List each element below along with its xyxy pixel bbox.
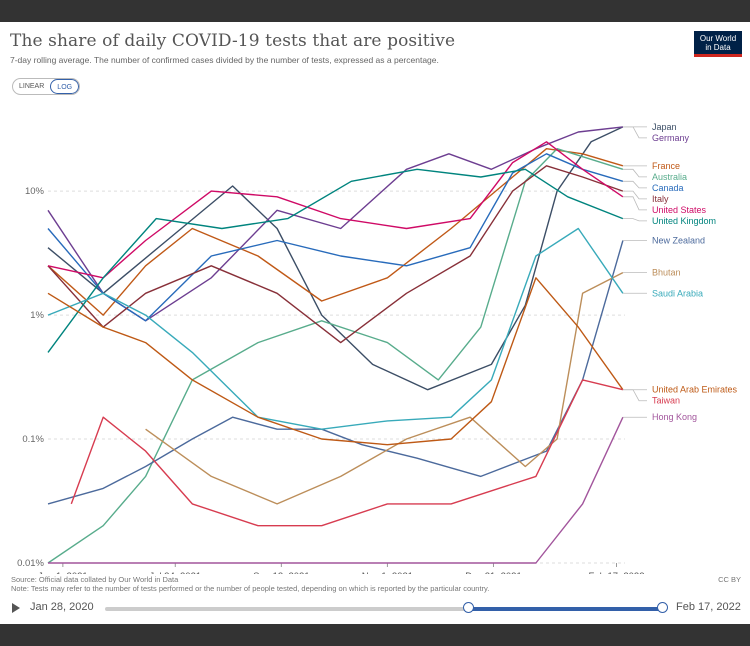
- source-note: Source: Official data collated by Our Wo…: [11, 575, 489, 593]
- timeline-start-handle[interactable]: [463, 602, 474, 613]
- chart-subtitle: 7-day rolling average. The number of con…: [10, 55, 439, 65]
- logo-line-2: in Data: [705, 43, 731, 52]
- legend-label-france[interactable]: France: [652, 161, 680, 171]
- y-tick-label: 10%: [25, 186, 45, 197]
- legend-label-australia[interactable]: Australia: [652, 172, 687, 182]
- legend-label-taiwan[interactable]: Taiwan: [652, 396, 680, 406]
- timeline-start-label: Jan 28, 2020: [30, 601, 94, 613]
- series-line-japan: [47, 126, 624, 391]
- legend-leader-line: [622, 218, 647, 222]
- note-text: Note: Tests may refer to the number of t…: [11, 584, 490, 593]
- series-line-bhutan: [145, 271, 624, 505]
- x-tick-label: Jul 24, 2021: [149, 571, 201, 574]
- legend-label-japan[interactable]: Japan: [652, 122, 677, 132]
- series-line-taiwan: [70, 379, 624, 527]
- timeline-selected-range: [469, 607, 663, 611]
- series-lines: [47, 126, 624, 564]
- owid-logo[interactable]: Our World in Data: [694, 31, 742, 57]
- x-axis-ticks: Jun 1, 2021 Jul 24, 2021 Sep 12, 2021 Nov 1…: [38, 563, 645, 574]
- legend-label-canada[interactable]: Canada: [652, 183, 684, 193]
- legend-leader-line: [622, 168, 647, 178]
- log-scale-button[interactable]: LOG: [50, 79, 80, 94]
- x-tick-label: Jun 1, 2021: [38, 571, 88, 574]
- x-tick-label: Nov 1, 2021: [362, 571, 413, 574]
- chart-title: The share of daily COVID-19 tests that a…: [10, 31, 456, 51]
- timeline: Jan 28, 2020 Feb 17, 2022: [0, 598, 750, 622]
- series-line-united-arab-emirates: [47, 277, 624, 446]
- series-line-canada: [47, 153, 624, 322]
- timeline-track[interactable]: [105, 607, 663, 611]
- y-axis-ticks: 0.01% 0.1% 1% 10%: [17, 186, 44, 569]
- y-tick-label: 0.01%: [17, 558, 44, 569]
- legend-leader-line: [622, 389, 647, 402]
- linear-scale-button[interactable]: LINEAR: [19, 83, 45, 90]
- timeline-end-handle[interactable]: [657, 602, 668, 613]
- legend-label-united-states[interactable]: United States: [652, 205, 707, 215]
- source-text: Source: Official data collated by Our Wo…: [11, 575, 179, 584]
- series-line-united-kingdom: [47, 168, 624, 353]
- legend-label-germany[interactable]: Germany: [652, 133, 690, 143]
- x-tick-label: Feb 17, 2022: [589, 571, 645, 574]
- line-chart: 0.01% 0.1% 1% 10% Jun 1, 2021 Jul 24, 2021 Se…: [17, 122, 738, 574]
- legend-label-united-arab-emirates[interactable]: United Arab Emirates: [652, 385, 738, 395]
- legend-label-new-zealand[interactable]: New Zealand: [652, 235, 705, 245]
- legend-leader-line: [622, 180, 647, 189]
- license-link[interactable]: CC BY: [718, 575, 741, 584]
- legend-label-bhutan[interactable]: Bhutan: [652, 268, 681, 278]
- x-tick-label: Sep 12, 2021: [253, 571, 310, 574]
- series-line-hong-kong: [48, 416, 624, 564]
- series-line-germany: [47, 126, 623, 322]
- legend-label-united-kingdom[interactable]: United Kingdom: [652, 216, 716, 226]
- y-tick-label: 0.1%: [22, 434, 44, 445]
- scale-toggle: LINEAR LOG: [12, 78, 81, 95]
- legend: JapanGermanyFranceAustraliaCanadaItalyUn…: [622, 122, 738, 422]
- legend-label-italy[interactable]: Italy: [652, 194, 669, 204]
- legend-leader-line: [622, 196, 647, 211]
- series-line-italy: [47, 165, 624, 344]
- legend-leader-line: [622, 190, 647, 200]
- legend-leader-line: [622, 126, 647, 139]
- legend-label-saudi-arabia[interactable]: Saudi Arabia: [652, 288, 703, 298]
- timeline-end-label: Feb 17, 2022: [676, 601, 741, 613]
- play-icon[interactable]: [12, 603, 20, 613]
- series-line-united-states: [47, 141, 624, 279]
- logo-line-1: Our World: [699, 34, 737, 43]
- chart-frame: The share of daily COVID-19 tests that a…: [0, 22, 750, 624]
- series-line-saudi-arabia: [47, 227, 624, 430]
- series-line-france: [47, 148, 624, 316]
- x-tick-label: Dec 21, 2021: [465, 571, 522, 574]
- legend-label-hong-kong[interactable]: Hong Kong: [652, 412, 697, 422]
- y-tick-label: 1%: [30, 310, 44, 321]
- grid-lines: [48, 190, 625, 564]
- series-line-australia: [47, 148, 624, 564]
